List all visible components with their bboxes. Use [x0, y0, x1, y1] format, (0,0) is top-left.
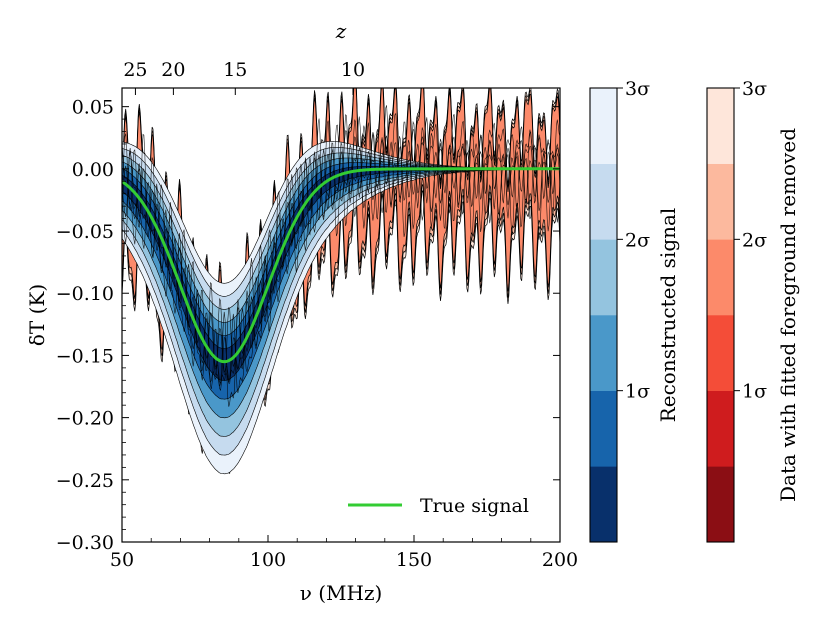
legend: True signal — [348, 495, 529, 517]
plot-frame — [121, 87, 561, 543]
top-tick-label: 15 — [223, 59, 247, 81]
colorbar-segment — [590, 315, 617, 391]
y-tick-label: −0.10 — [56, 283, 114, 305]
y-tick-label: −0.15 — [56, 345, 114, 367]
top-tick-label: 20 — [161, 59, 185, 81]
colorbar-segment — [590, 390, 617, 467]
colorbar-tick-label: 1σ — [625, 381, 650, 403]
x-tick-label: 150 — [396, 549, 432, 571]
y-tick-label: 0.00 — [72, 159, 114, 181]
top-axis-label: z — [335, 19, 347, 43]
x-tick-label: 200 — [542, 549, 578, 571]
colorbar-tick-label: 2σ — [625, 229, 650, 251]
colorbar-segment — [590, 466, 617, 543]
axis-ticks: 50 100 150 200 0.05 0.00 −0.05 −0.10 −0.15 −0.20 −… — [56, 59, 578, 571]
colorbar-segment — [590, 88, 617, 164]
legend-label: True signal — [420, 495, 529, 517]
y-tick-label: −0.05 — [56, 221, 114, 243]
colorbar-segment — [707, 466, 734, 543]
y-tick-label: −0.20 — [56, 408, 114, 430]
colorbar-segment — [707, 390, 734, 467]
colorbar-tick-label: 2σ — [742, 229, 767, 251]
colorbar-data: 1σ 2σ 3σ — [706, 78, 767, 543]
colorbar-frame — [589, 87, 618, 543]
colorbar-segment — [707, 88, 734, 164]
colorbar-tick-label: 3σ — [742, 78, 767, 100]
top-tick-label: 25 — [123, 59, 147, 81]
y-axis-label: δT (K) — [25, 284, 49, 346]
colorbar-reconstructed-label: Reconstructed signal — [656, 208, 680, 423]
top-tick-label: 10 — [341, 59, 365, 81]
colorbar-reconstructed: 1σ 2σ 3σ — [589, 78, 650, 543]
y-tick-label: 0.05 — [72, 97, 114, 119]
contour-line-4 — [122, 112, 560, 393]
y-tick-label: −0.25 — [56, 470, 114, 492]
colorbar-tick-label: 3σ — [625, 78, 650, 100]
x-tick-label: 100 — [250, 549, 286, 571]
colorbar-segment — [590, 163, 617, 240]
y-tick-label: −0.30 — [56, 532, 114, 554]
contour-line-5 — [122, 105, 560, 407]
colorbar-segment — [707, 315, 734, 391]
colorbar-segment — [590, 239, 617, 316]
x-axis-label: ν (MHz) — [300, 581, 383, 605]
colorbar-tick-label: 1σ — [742, 381, 767, 403]
colorbar-segment — [707, 239, 734, 316]
colorbar-segment — [707, 163, 734, 240]
x-tick-label: 50 — [110, 549, 134, 571]
true-signal-layer — [122, 167, 560, 364]
colorbar-data-label: Data with fitted foreground removed — [776, 128, 800, 502]
true-signal-line — [122, 167, 560, 364]
contour-layers — [122, 88, 560, 475]
colorbar-frame — [706, 87, 735, 543]
